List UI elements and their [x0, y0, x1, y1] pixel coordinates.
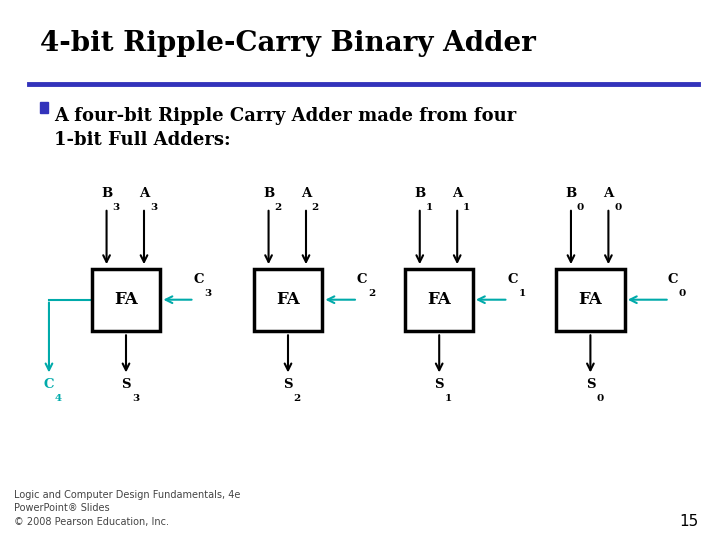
Text: B: B [565, 187, 577, 200]
Text: 2: 2 [312, 202, 319, 212]
Bar [254, 268, 323, 330]
Text: 15: 15 [679, 514, 698, 529]
Text: FA: FA [276, 291, 300, 308]
Text: 3: 3 [112, 202, 120, 212]
Text: 1: 1 [426, 202, 433, 212]
Text: 0: 0 [679, 289, 686, 298]
Text: 3: 3 [132, 394, 139, 403]
Text: 4-bit Ripple-Carry Binary Adder: 4-bit Ripple-Carry Binary Adder [40, 30, 536, 57]
Text: C: C [668, 273, 678, 286]
Text: C: C [508, 273, 518, 286]
Text: FA: FA [579, 291, 602, 308]
Text: A: A [452, 187, 462, 200]
Text: FA: FA [114, 291, 138, 308]
Text: 1: 1 [518, 289, 526, 298]
Text: C: C [194, 273, 204, 286]
Text: 0: 0 [614, 202, 621, 212]
Text: A: A [603, 187, 613, 200]
Text: Logic and Computer Design Fundamentals, 4e
PowerPoint® Slides
© 2008 Pearson Edu: Logic and Computer Design Fundamentals, … [14, 490, 240, 526]
Bar [556, 268, 624, 330]
Text: B: B [101, 187, 112, 200]
Text: B: B [414, 187, 426, 200]
Text: A four-bit Ripple Carry Adder made from four
1-bit Full Adders:: A four-bit Ripple Carry Adder made from … [54, 107, 516, 148]
Text: 1: 1 [445, 394, 452, 403]
Text: FA: FA [428, 291, 451, 308]
Text: A: A [139, 187, 149, 200]
Text: 4: 4 [55, 394, 62, 403]
Text: 3: 3 [204, 289, 212, 298]
Text: 2: 2 [368, 289, 375, 298]
Text: 1: 1 [463, 202, 470, 212]
Text: C: C [44, 379, 54, 392]
Bar [92, 268, 160, 330]
Text: 2: 2 [294, 394, 301, 403]
Bar [40, 102, 48, 113]
Text: A: A [301, 187, 311, 200]
Text: S: S [283, 379, 293, 392]
Text: 0: 0 [577, 202, 584, 212]
Text: 3: 3 [150, 202, 157, 212]
Text: S: S [585, 379, 595, 392]
Bar [405, 268, 474, 330]
Text: 2: 2 [274, 202, 282, 212]
Text: C: C [357, 273, 367, 286]
Text: 0: 0 [596, 394, 603, 403]
Text: B: B [263, 187, 274, 200]
Text: S: S [434, 379, 444, 392]
Text: S: S [121, 379, 131, 392]
